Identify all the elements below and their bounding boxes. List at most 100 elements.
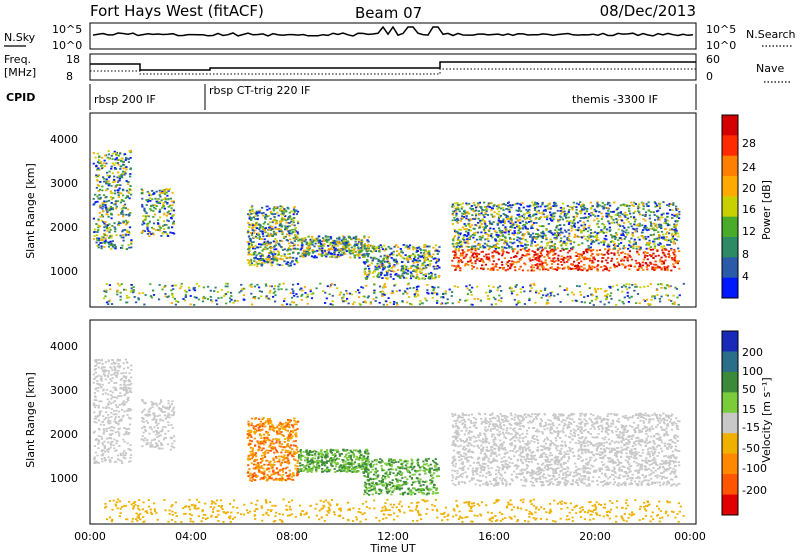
scatter-cell	[428, 250, 431, 252]
scatter-cell	[530, 220, 533, 223]
scatter-cell	[293, 231, 297, 233]
scatter-cell	[668, 224, 671, 226]
scatter-cell	[554, 252, 557, 255]
scatter-cell	[267, 241, 271, 244]
scatter-cell	[627, 231, 630, 234]
scatter-cell	[517, 232, 521, 235]
scatter-cell	[130, 242, 133, 245]
scatter-cell	[508, 287, 511, 290]
scatter-cell	[590, 254, 593, 257]
scatter-cell	[528, 221, 531, 223]
scatter-cell	[252, 216, 255, 219]
scatter-cell	[100, 237, 103, 240]
scatter-cell	[566, 259, 570, 262]
scatter-cell	[94, 228, 97, 231]
scatter-cell	[429, 276, 432, 278]
scatter-cell	[121, 415, 124, 418]
scatter-cell	[541, 235, 544, 238]
scatter-cell	[673, 223, 676, 226]
scatter-cell	[366, 275, 369, 278]
scatter-cell	[610, 252, 613, 254]
scatter-cell	[581, 242, 584, 245]
scatter-cell	[487, 268, 490, 270]
scatter-cell	[320, 240, 323, 243]
scatter-cell	[668, 232, 671, 235]
scatter-cell	[92, 238, 96, 240]
scatter-cell	[344, 248, 347, 251]
scatter-cell	[133, 296, 136, 298]
scatter-cell	[519, 204, 523, 206]
scatter-cell	[121, 157, 124, 160]
scatter-cell	[108, 209, 111, 212]
scatter-cell	[128, 150, 131, 152]
scatter-cell	[286, 225, 289, 228]
scatter-cell	[677, 235, 680, 238]
scatter-cell	[248, 223, 251, 226]
scatter-cell	[253, 263, 256, 266]
scatter-cell	[489, 234, 492, 237]
scatter-cell	[579, 210, 582, 213]
scatter-cell	[550, 266, 553, 269]
scatter-cell	[622, 245, 625, 247]
scatter-cell	[531, 250, 534, 252]
scatter-cell	[610, 257, 614, 260]
scatter-cell	[95, 399, 98, 402]
scatter-cell	[649, 242, 652, 244]
scatter-cell	[628, 240, 631, 243]
scatter-cell	[302, 249, 305, 252]
scatter-cell	[249, 242, 253, 245]
scatter-cell	[124, 379, 127, 382]
scatter-cell	[296, 210, 300, 213]
scatter-cell	[103, 424, 106, 426]
scatter-cell	[642, 298, 645, 301]
scatter-cell	[540, 225, 543, 228]
scatter-cell	[491, 245, 494, 248]
scatter-cell	[530, 242, 533, 244]
scatter-cell	[94, 451, 97, 454]
scatter-cell	[492, 266, 495, 269]
scatter-cell	[434, 244, 438, 247]
scatter-cell	[403, 290, 407, 293]
scatter-cell	[115, 205, 118, 208]
scatter-cell	[158, 225, 161, 227]
scatter-cell	[634, 228, 637, 231]
scatter-cell	[257, 252, 260, 255]
scatter-cell	[597, 239, 600, 241]
scatter-cell	[313, 245, 316, 248]
scatter-cell	[94, 376, 97, 379]
scatter-cell	[657, 238, 660, 241]
scatter-cell	[363, 247, 366, 250]
scatter-cell	[401, 256, 404, 259]
scatter-cell	[248, 246, 251, 248]
scatter-cell	[506, 242, 509, 245]
scatter-cell	[557, 263, 560, 266]
scatter-cell	[464, 299, 467, 302]
scatter-cell	[250, 258, 253, 261]
scatter-cell	[549, 231, 552, 234]
scatter-cell	[644, 224, 647, 227]
scatter-cell	[426, 289, 429, 291]
scatter-cell	[104, 221, 107, 223]
scatter-cell	[110, 213, 114, 216]
scatter-cell	[327, 235, 330, 238]
scatter-cell	[643, 256, 646, 259]
scatter-cell	[654, 260, 657, 263]
scatter-cell	[568, 249, 571, 252]
scatter-cell	[478, 253, 481, 256]
scatter-cell	[124, 388, 127, 390]
scatter-cell	[452, 245, 455, 248]
scatter-cell	[264, 213, 267, 216]
scatter-cell	[474, 224, 477, 226]
scatter-cell	[543, 256, 546, 258]
scatter-cell	[418, 255, 421, 257]
scatter-cell	[275, 260, 279, 263]
scatter-cell	[167, 205, 170, 208]
scatter-cell	[302, 251, 306, 254]
scatter-cell	[646, 229, 649, 232]
scatter-cell	[552, 218, 555, 221]
scatter-cell	[270, 213, 273, 215]
scatter-cell	[374, 300, 377, 302]
scatter-cell	[671, 232, 674, 235]
scatter-cell	[120, 460, 123, 463]
scatter-cell	[295, 238, 298, 241]
